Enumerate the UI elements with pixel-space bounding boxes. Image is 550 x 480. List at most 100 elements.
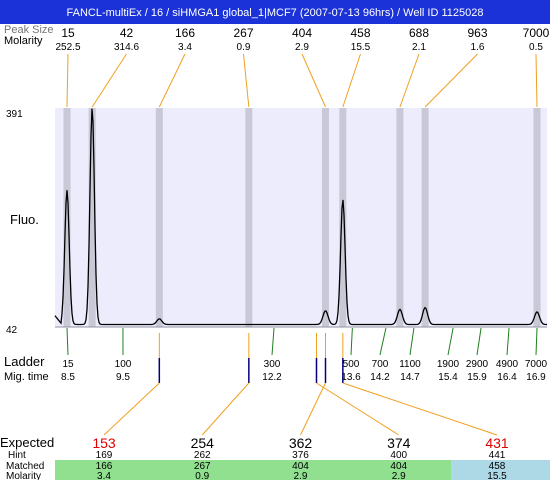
matched-value: 267: [194, 461, 211, 472]
ladder-mig-value: 8.5: [61, 372, 75, 383]
peak-size-value: 7000: [523, 26, 550, 40]
y-min-label: 42: [6, 325, 18, 336]
peak-size-label: Peak Size: [4, 24, 54, 36]
ladder-mig-value: 16.9: [526, 372, 546, 383]
expected-connector: [316, 382, 400, 436]
peak-band: [396, 108, 404, 327]
ladder-size-value: 2900: [466, 359, 489, 370]
peak-band: [63, 108, 71, 327]
ladder-size-value: 7000: [525, 359, 548, 370]
peak-connectors: [66, 53, 538, 108]
peak-size-value: 963: [467, 26, 487, 40]
peak-band: [88, 108, 96, 327]
expected-label: Expected: [0, 435, 54, 450]
peak-molarity-value: 1.6: [471, 42, 485, 53]
expected-value: 153: [92, 435, 116, 451]
peak-connector: [301, 53, 326, 108]
title-bar: [0, 0, 550, 24]
ladder-tick: [447, 327, 454, 356]
matched-cell: [154, 460, 254, 480]
peak-molarity-value: 0.5: [529, 42, 543, 53]
ladder-mig-value: 16.4: [497, 372, 517, 383]
peak-size-value: 458: [350, 26, 370, 40]
expected-columns: 1531691663.42542622670.93623764042.93744…: [92, 435, 509, 480]
peak-size-value: 267: [233, 26, 253, 40]
hint-value: 441: [489, 450, 506, 461]
ladder-mig-value: 15.4: [438, 372, 458, 383]
molarity-value: 2.9: [392, 471, 406, 480]
matched-background: [55, 460, 550, 480]
peak-size-value: 166: [175, 26, 195, 40]
peak-bands: [63, 108, 541, 327]
peak-connector: [424, 53, 478, 108]
ladder-size-value: 700: [372, 359, 389, 370]
plot-area: [55, 108, 547, 327]
ladder-size-value: 4900: [496, 359, 519, 370]
molarity-value: 2.9: [294, 471, 308, 480]
ladder-tick: [379, 327, 387, 356]
ladder-label: Ladder: [4, 354, 45, 369]
peak-molarity-value: 0.9: [237, 42, 251, 53]
expected-connector: [342, 382, 498, 436]
peak-size-value: 688: [409, 26, 429, 40]
mig-time-label: Mig. time: [4, 371, 49, 383]
ladder-size-value: 1900: [437, 359, 460, 370]
ladder-size-value: 500: [343, 359, 360, 370]
peak-band: [533, 108, 541, 327]
peak-band: [322, 108, 329, 327]
expected-value: 362: [289, 435, 313, 451]
ladder-mig-value: 9.5: [116, 372, 130, 383]
matched-value: 458: [489, 461, 506, 472]
molarity-value: 15.5: [487, 471, 507, 480]
window-title: FANCL-multiEx / 16 / siHMGA1 global_1|MC…: [67, 7, 484, 19]
ladder-tick: [350, 327, 353, 356]
peak-connector: [91, 53, 127, 108]
peak-molarity-value: 2.1: [412, 42, 426, 53]
ladder-tick: [506, 327, 510, 356]
ladder-tick: [535, 327, 538, 356]
y-max-label: 391: [6, 109, 23, 120]
ladder-size-value: 1100: [399, 359, 421, 370]
peak-connector: [342, 53, 361, 108]
peak-molarity-value: 15.5: [351, 42, 371, 53]
ladder-mig-value: 14.2: [370, 372, 390, 383]
peak-size-value: 42: [120, 26, 134, 40]
peak-band: [421, 108, 429, 327]
peak-connector: [399, 53, 420, 108]
matched-value: 404: [292, 461, 309, 472]
matched-cell: [253, 460, 353, 480]
peak-size-value: 404: [292, 26, 312, 40]
peak-position-ticks: [158, 358, 344, 383]
matched-cell: [55, 460, 155, 480]
expected-connector: [201, 382, 250, 436]
ladder-tick: [409, 327, 415, 356]
peak-band: [155, 108, 163, 327]
molarity-bottom-label: Molarity: [6, 471, 41, 480]
peak-molarity-value: 314.6: [114, 42, 139, 53]
y-axis-label: Fluo.: [10, 212, 39, 227]
ladder-size-value: 15: [62, 359, 74, 370]
ladder-markers: 15 8.5 100 9.5 300 12.2 500 13.6 700 14.2 1100 14.7…: [61, 327, 548, 383]
ladder-tick: [66, 327, 69, 356]
expected-value: 431: [485, 435, 509, 451]
expected-connectors: [103, 333, 498, 436]
matched-value: 404: [390, 461, 407, 472]
hint-value: 262: [194, 450, 211, 461]
ladder-mig-value: 13.6: [341, 372, 361, 383]
peak-size-value: 15: [61, 26, 75, 40]
expected-value: 374: [387, 435, 411, 451]
peak-connector: [66, 53, 69, 108]
peak-connector: [243, 53, 250, 108]
matched-cell: [451, 460, 550, 480]
expected-value: 254: [191, 435, 215, 451]
peak-connector: [158, 53, 186, 108]
peak-labels: 15 252.5 42 314.6 166 3.4 267 0.9 404 2.9 458 15.5 6…: [55, 26, 549, 53]
peak-connector: [535, 53, 538, 108]
hint-label: Hint: [8, 450, 26, 461]
expected-connector: [103, 382, 160, 436]
ladder-tick: [271, 327, 275, 356]
ladder-mig-value: 15.9: [467, 372, 487, 383]
hint-value: 376: [292, 450, 309, 461]
hint-value: 169: [96, 450, 113, 461]
